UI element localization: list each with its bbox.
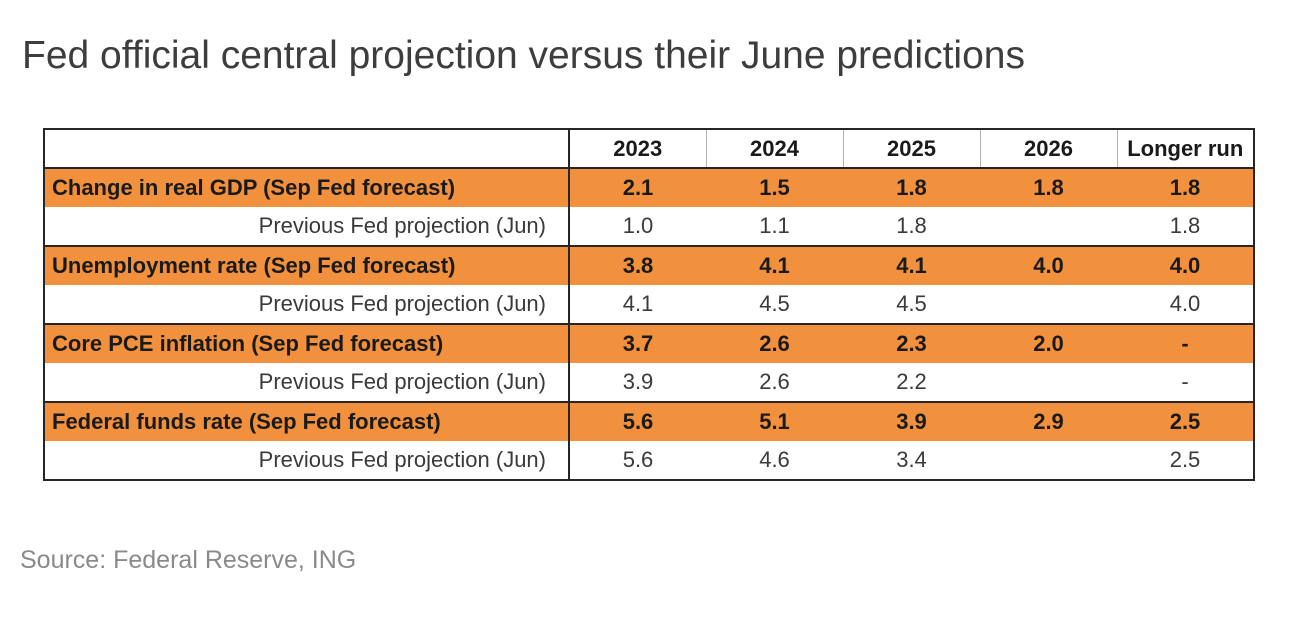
header-longer-run: Longer run xyxy=(1116,129,1254,169)
cell: 4.1 xyxy=(759,253,790,278)
cell: 2.9 xyxy=(1033,409,1064,434)
cell: 5.6 xyxy=(622,409,654,434)
cell: 3.7 xyxy=(622,331,654,356)
cell: 3.9 xyxy=(896,409,927,434)
cell: 4.5 xyxy=(759,291,790,316)
table-row-pce-previous: Previous Fed projection (Jun) 3.9 2.6 2.… xyxy=(44,363,1254,402)
cell xyxy=(980,441,1117,480)
cell: 1.8 xyxy=(1033,175,1064,200)
cell xyxy=(980,285,1117,324)
cell xyxy=(980,207,1117,246)
table-row-pce-forecast: Core PCE inflation (Sep Fed forecast) 3.… xyxy=(44,324,1254,363)
table-row-fedfunds-forecast: Federal funds rate (Sep Fed forecast) 5.… xyxy=(44,402,1254,441)
cell: 1.1 xyxy=(759,213,790,238)
cell: 5.6 xyxy=(622,447,654,472)
cell: 2.6 xyxy=(759,369,790,394)
cell: 4.5 xyxy=(896,291,927,316)
cell: 4.0 xyxy=(1169,291,1201,316)
row-label: Previous Fed projection (Jun) xyxy=(44,363,570,402)
projections-table: 2023 2024 2025 2026 Longer run Change in… xyxy=(43,128,1255,481)
cell: - xyxy=(1181,331,1189,356)
cell: 4.1 xyxy=(896,253,927,278)
cell: 3.4 xyxy=(896,447,927,472)
cell: 3.9 xyxy=(622,369,654,394)
header-2025: 2025 xyxy=(842,129,980,169)
header-2023: 2023 xyxy=(569,129,706,169)
header-2026: 2026 xyxy=(979,129,1117,169)
row-label: Previous Fed projection (Jun) xyxy=(44,207,570,246)
table-row-fedfunds-previous: Previous Fed projection (Jun) 5.6 4.6 3.… xyxy=(44,441,1254,480)
header-empty-cell xyxy=(44,129,570,169)
header-2024: 2024 xyxy=(705,129,843,169)
table-row-unemployment-previous: Previous Fed projection (Jun) 4.1 4.5 4.… xyxy=(44,285,1254,324)
cell: 2.0 xyxy=(1033,331,1064,356)
table-header-row: 2023 2024 2025 2026 Longer run xyxy=(44,129,1254,169)
row-label: Core PCE inflation (Sep Fed forecast) xyxy=(44,324,570,363)
cell: 2.5 xyxy=(1169,447,1201,472)
cell xyxy=(980,363,1117,402)
cell: 2.1 xyxy=(622,175,654,200)
table-row-gdp-previous: Previous Fed projection (Jun) 1.0 1.1 1.… xyxy=(44,207,1254,246)
cell: 1.5 xyxy=(759,175,790,200)
row-label: Previous Fed projection (Jun) xyxy=(44,441,570,480)
cell: 2.5 xyxy=(1169,409,1201,434)
cell: 1.0 xyxy=(622,213,654,238)
cell: - xyxy=(1181,369,1189,394)
table-row-gdp-forecast: Change in real GDP (Sep Fed forecast) 2.… xyxy=(44,168,1254,207)
cell: 1.8 xyxy=(1169,213,1201,238)
cell: 3.8 xyxy=(622,253,654,278)
cell: 2.6 xyxy=(759,331,790,356)
cell: 1.8 xyxy=(896,213,927,238)
row-label: Federal funds rate (Sep Fed forecast) xyxy=(44,402,570,441)
cell: 1.8 xyxy=(896,175,927,200)
cell: 4.1 xyxy=(622,291,654,316)
cell: 5.1 xyxy=(759,409,790,434)
row-label: Change in real GDP (Sep Fed forecast) xyxy=(44,168,570,207)
cell: 2.2 xyxy=(896,369,927,394)
cell: 4.6 xyxy=(759,447,790,472)
cell: 1.8 xyxy=(1169,175,1201,200)
cell: 4.0 xyxy=(1033,253,1064,278)
table-row-unemployment-forecast: Unemployment rate (Sep Fed forecast) 3.8… xyxy=(44,246,1254,285)
row-label: Unemployment rate (Sep Fed forecast) xyxy=(44,246,570,285)
cell: 2.3 xyxy=(896,331,927,356)
source-attribution: Source: Federal Reserve, ING xyxy=(20,546,357,574)
page-title: Fed official central projection versus t… xyxy=(22,34,1025,77)
cell: 4.0 xyxy=(1169,253,1201,278)
row-label: Previous Fed projection (Jun) xyxy=(44,285,570,324)
